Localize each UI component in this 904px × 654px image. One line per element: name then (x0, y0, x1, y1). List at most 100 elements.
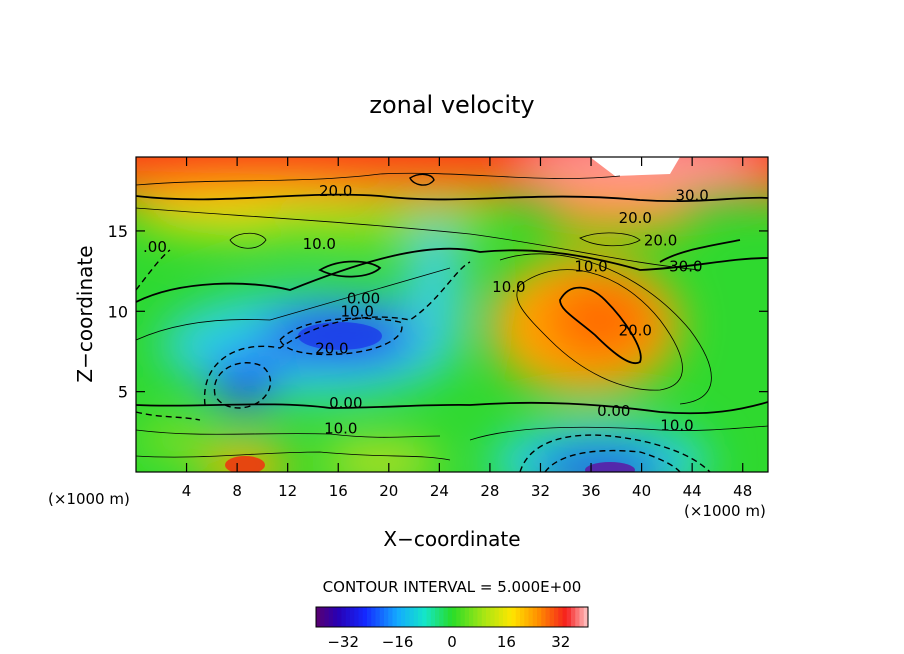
colorbar-ticks: −32 −16 0 16 32 (327, 633, 570, 651)
negative-contours (136, 249, 711, 472)
colorbar: −32 −16 0 16 32 (315, 606, 589, 651)
colorbar-cell (503, 607, 508, 627)
colorbar-cell (477, 607, 483, 627)
colorbar-cell (341, 607, 347, 627)
colorbar-cell (388, 607, 393, 627)
contour-label: 20.0 (319, 182, 352, 200)
contour-label: 0.00 (597, 402, 630, 420)
colorbar-cell (464, 607, 470, 627)
contour-label: .00 (143, 238, 167, 256)
y-tick-label: 15 (108, 222, 128, 241)
colorbar-tick-label: 32 (551, 633, 570, 651)
plot-frame (135, 156, 769, 473)
colorbar-cell (413, 607, 419, 627)
colorbar-cell (396, 607, 402, 627)
contour-label: 10.0 (303, 235, 336, 253)
colorbar-cell (333, 607, 338, 627)
colorbar-cell (562, 607, 568, 627)
colorbar-cell (375, 607, 381, 627)
colorbar-cell (384, 607, 389, 627)
velocity-field: 20.0 30.020.020.010.010.0 30.010.00.0010.0… (136, 157, 768, 472)
colorbar-cell (345, 607, 351, 627)
colorbar-cell (316, 607, 321, 627)
colorbar-cell (354, 607, 359, 627)
colorbar-cell (320, 607, 325, 627)
colorbar-cell (537, 607, 542, 627)
colorbar-cell (575, 607, 580, 627)
colorbar-tick-label: 0 (447, 633, 457, 651)
colorbar-cell (362, 607, 368, 627)
colorbar-cell (528, 607, 534, 627)
y-axis-label: Z−coordinate (73, 245, 97, 382)
contour-label: 10.0 (324, 420, 357, 438)
colorbar-cell (405, 607, 410, 627)
colorbar-cell (452, 607, 457, 627)
colorbar-cell (367, 607, 372, 627)
x-axis-ticks: 4 8 12 16 20 24 28 32 36 40 44 48 (182, 157, 752, 500)
colorbar-frame (315, 606, 589, 628)
contour-labels: 20.0 30.020.020.010.010.0 30.010.00.0010.0… (143, 182, 709, 438)
colorbar-cell (558, 607, 563, 627)
colorbar-cell (324, 607, 330, 627)
x-tick-label: 12 (278, 482, 297, 500)
colorbar-cell (494, 607, 500, 627)
y-tick-label: 5 (118, 383, 128, 402)
colorbar-cell (490, 607, 495, 627)
contour-label: 30.0 (669, 257, 702, 275)
x-tick-label: 48 (733, 482, 752, 500)
colorbar-cell (371, 607, 376, 627)
x-tick-label: 36 (581, 482, 600, 500)
colorbar-cell (524, 607, 529, 627)
colorbar-cell (532, 607, 538, 627)
colorbar-cell (571, 607, 576, 627)
y-tick-label: 10 (108, 302, 128, 321)
colorbar-cell (498, 607, 504, 627)
chart-title: zonal velocity (369, 91, 534, 119)
colorbar-tick-label: −16 (382, 633, 414, 651)
colorbar-cell (409, 607, 415, 627)
x-axis-unit-right: (×1000 m) (684, 502, 766, 520)
colorbar-cell (566, 607, 572, 627)
colorbar-cell (439, 607, 444, 627)
colorbar-cell (579, 607, 585, 627)
contour-label: 20.0 (619, 322, 652, 340)
contour-label: 20.0 (315, 339, 348, 357)
x-tick-label: 32 (531, 482, 550, 500)
colorbar-cell (435, 607, 440, 627)
x-tick-label: 20 (379, 482, 398, 500)
colorbar-cell (379, 607, 385, 627)
x-tick-label: 28 (480, 482, 499, 500)
colorbar-cell (511, 607, 517, 627)
colorbar-cell (549, 607, 555, 627)
colorbar-cell (583, 607, 589, 627)
x-tick-label: 24 (430, 482, 449, 500)
colorbar-cell (430, 607, 436, 627)
x-tick-label: 40 (632, 482, 651, 500)
colorbar-cell (456, 607, 461, 627)
colorbar-cell (545, 607, 551, 627)
colorbar-cell (426, 607, 432, 627)
colorbar-cell (350, 607, 355, 627)
colorbar-cell (401, 607, 406, 627)
colorbar-cell (328, 607, 334, 627)
colorbar-cell (554, 607, 559, 627)
colorbar-cell (520, 607, 525, 627)
y-axis-ticks: 5 10 15 (108, 222, 768, 402)
colorbar-cell (460, 607, 466, 627)
colorbar-cell (507, 607, 512, 627)
colorbar-cell (481, 607, 487, 627)
colorbar-cell (422, 607, 427, 627)
colorbar-cell (443, 607, 449, 627)
colorbar-tick-label: −32 (327, 633, 359, 651)
contour-label: 20.0 (644, 232, 677, 250)
contour-label: 0.00 (329, 394, 362, 412)
colorbar-cells (316, 607, 589, 627)
x-tick-label: 4 (182, 482, 192, 500)
colorbar-cell (541, 607, 546, 627)
contour-label: 10.0 (492, 278, 525, 296)
contour-label: 10.0 (340, 302, 373, 320)
colorbar-cell (469, 607, 474, 627)
x-axis-label: X−coordinate (383, 527, 520, 551)
colorbar-cell (473, 607, 478, 627)
